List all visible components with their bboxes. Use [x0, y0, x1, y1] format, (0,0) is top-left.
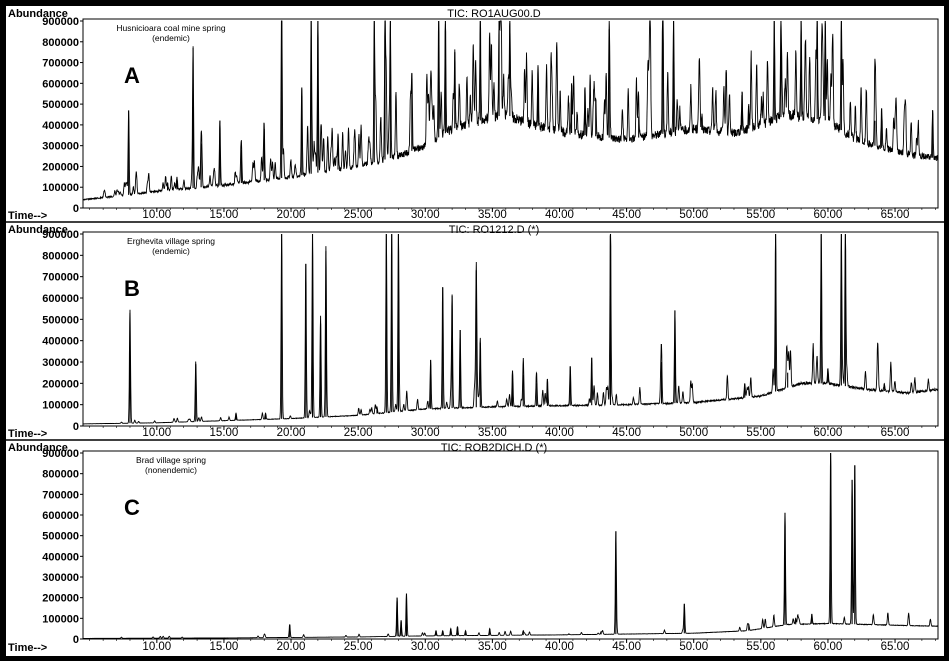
chromatogram-title: TIC: RO1AUG00.D	[447, 8, 541, 20]
y-tick-label: 800000	[42, 250, 79, 262]
x-tick-label: 15.00	[210, 209, 239, 221]
y-tick-label: 700000	[42, 489, 79, 501]
plot-frame	[82, 231, 939, 427]
x-tick-label: 40.00	[545, 427, 574, 439]
x-tick-label: 20.00	[277, 641, 306, 653]
sample-label: Erghevita village spring	[127, 236, 215, 246]
x-tick-label: 60.00	[814, 209, 843, 221]
y-tick-label: 700000	[42, 272, 79, 284]
x-tick-label: 15.00	[210, 427, 239, 439]
x-tick-label: 25.00	[344, 427, 373, 439]
y-tick-label: 800000	[42, 469, 79, 481]
y-tick-label: 600000	[42, 78, 79, 90]
y-tick-label: 100000	[42, 400, 79, 412]
x-axis-label: Time-->	[8, 642, 47, 654]
chromatogram-panel-c: Abundance TIC: ROB2DICH.D (*) 0 100000 20000…	[6, 439, 944, 654]
panel-letter: B	[124, 276, 140, 301]
chromatogram-panel-a: Abundance TIC: RO1AUG00.D 0 100000 200000 300…	[8, 8, 939, 222]
y-tick-label: 100000	[42, 613, 79, 625]
x-tick-label: 40.00	[545, 209, 574, 221]
y-tick-label: 800000	[42, 37, 79, 49]
x-tick-label: 50.00	[679, 427, 708, 439]
sample-label-note: (endemic)	[152, 246, 190, 256]
y-tick-label: 600000	[42, 510, 79, 522]
x-tick-label: 10.00	[142, 209, 171, 221]
y-tick-label: 0	[73, 203, 79, 215]
plot-frame	[82, 18, 939, 209]
x-tick-label: 20.00	[277, 427, 306, 439]
sample-label-note: (endemic)	[152, 33, 190, 43]
x-tick-label: 65.00	[881, 209, 910, 221]
x-tick-label: 65.00	[881, 427, 910, 439]
sample-label: Husnicioara coal mine spring	[116, 23, 225, 33]
y-tick-label: 500000	[42, 314, 79, 326]
y-tick-label: 900000	[42, 229, 79, 241]
panel-letter: A	[124, 63, 140, 88]
x-tick-label: 20.00	[277, 209, 306, 221]
x-tick-label: 60.00	[814, 641, 843, 653]
x-tick-label: 45.00	[612, 427, 641, 439]
x-tick-label: 30.00	[411, 209, 440, 221]
panel-letter: C	[124, 495, 140, 520]
x-tick-label: 45.00	[612, 209, 641, 221]
x-tick-label: 40.00	[545, 641, 574, 653]
x-tick-label: 65.00	[881, 641, 910, 653]
y-axis-label: Abundance	[8, 224, 68, 236]
sample-label-note: (nonendemic)	[145, 465, 197, 475]
x-tick-label: 10.00	[142, 641, 171, 653]
chromatogram-title: TIC: RO1212.D (*)	[449, 224, 539, 236]
tic-trace	[83, 452, 939, 639]
x-tick-label: 50.00	[679, 209, 708, 221]
y-tick-label: 900000	[42, 448, 79, 460]
x-tick-label: 35.00	[478, 641, 507, 653]
chromatogram-figure: Abundance TIC: RO1AUG00.D 0 100000 200000 300…	[6, 8, 944, 654]
y-tick-label: 400000	[42, 120, 79, 132]
y-tick-label: 600000	[42, 293, 79, 305]
y-tick-label: 200000	[42, 161, 79, 173]
x-tick-label: 45.00	[612, 641, 641, 653]
x-tick-label: 25.00	[344, 641, 373, 653]
x-tick-label: 30.00	[411, 427, 440, 439]
x-tick-label: 55.00	[746, 641, 775, 653]
x-tick-label: 55.00	[746, 427, 775, 439]
y-tick-label: 0	[73, 421, 79, 433]
x-tick-label: 10.00	[142, 427, 171, 439]
x-axis-label: Time-->	[8, 428, 47, 440]
y-tick-label: 700000	[42, 58, 79, 70]
y-tick-label: 200000	[42, 378, 79, 390]
y-axis-label: Abundance	[8, 442, 68, 454]
x-axis-label: Time-->	[8, 210, 47, 222]
x-tick-label: 50.00	[679, 641, 708, 653]
chromatogram-title: TIC: ROB2DICH.D (*)	[441, 442, 547, 454]
x-tick-label: 25.00	[344, 209, 373, 221]
x-tick-label: 15.00	[210, 641, 239, 653]
figure-canvas: Abundance TIC: RO1AUG00.D 0 100000 200000 300…	[6, 6, 944, 656]
y-tick-label: 100000	[42, 182, 79, 194]
y-axis-label: Abundance	[8, 8, 68, 20]
tic-trace	[82, 20, 939, 202]
x-tick-label: 35.00	[478, 209, 507, 221]
plot-frame	[82, 450, 939, 640]
y-tick-label: 500000	[42, 99, 79, 111]
y-tick-label: 300000	[42, 357, 79, 369]
x-tick-label: 35.00	[478, 427, 507, 439]
chromatogram-panel-b: Abundance TIC: RO1212.D (*) 0 100000 200000 3…	[6, 221, 944, 440]
x-tick-label: 55.00	[746, 209, 775, 221]
x-tick-label: 60.00	[814, 427, 843, 439]
tic-trace	[82, 233, 939, 425]
y-tick-label: 400000	[42, 336, 79, 348]
y-tick-label: 300000	[42, 141, 79, 153]
y-tick-label: 400000	[42, 551, 79, 563]
sample-label: Brad village spring	[136, 455, 206, 465]
y-tick-label: 200000	[42, 593, 79, 605]
y-tick-label: 0	[73, 634, 79, 646]
y-tick-label: 500000	[42, 531, 79, 543]
x-tick-label: 30.00	[411, 641, 440, 653]
y-tick-label: 900000	[42, 16, 79, 28]
y-tick-label: 300000	[42, 572, 79, 584]
